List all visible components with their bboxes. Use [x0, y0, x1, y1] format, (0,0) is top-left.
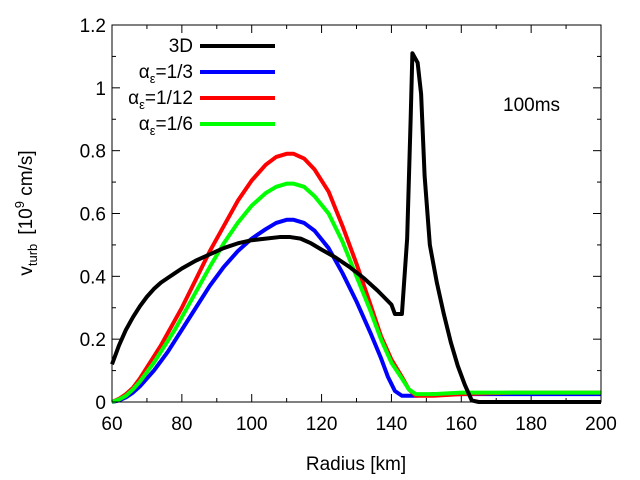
- y-tick-label-0-6: 0.6: [80, 205, 106, 226]
- legend-label-alpha-1-3-alpha: α: [139, 62, 150, 83]
- series-layer: [110, 51, 601, 404]
- y-tick-label-0-4: 0.4: [80, 267, 107, 288]
- y-axis-title: vturb [109 cm/s]: [12, 150, 40, 275]
- x-tick-label-120: 120: [306, 414, 338, 435]
- legend-label-alpha-1-6-rest: =1/6: [155, 114, 193, 135]
- legend-label-alpha-1-3-rest: =1/3: [155, 62, 193, 83]
- y-tick-label-0-2: 0.2: [80, 330, 106, 351]
- x-tick-label-80: 80: [171, 414, 192, 435]
- x-axis-title: Radius [km]: [306, 454, 406, 475]
- y-axis-title-sub: turb: [25, 244, 40, 266]
- legend-label-alpha-1-12: αε=1/12: [128, 88, 193, 112]
- y-axis-title-base: v: [16, 266, 37, 276]
- legend-label-alpha-1-12-rest: =1/12: [145, 88, 193, 109]
- x-tick-label-100: 100: [236, 414, 268, 435]
- series-line-alpha-1-3: [111, 217, 601, 404]
- y-tick-label-0-8: 0.8: [80, 142, 106, 163]
- x-tick-label-200: 200: [585, 414, 617, 435]
- y-tick-label-1: 1: [95, 79, 106, 100]
- legend-label-alpha-1-3-sub: ε: [150, 71, 156, 86]
- ticks-layer: 60 80 100 120 140 160 180 200 0 0.2 0.4 0.6 0.8 1 1.2: [80, 16, 617, 435]
- y-tick-label-1-2: 1.2: [80, 16, 106, 37]
- x-tick-label-180: 180: [515, 414, 547, 435]
- y-axis-title-unit-post: cm/s]: [16, 150, 37, 201]
- x-tick-label-160: 160: [445, 414, 477, 435]
- legend-label-alpha-1-3: αε=1/3: [139, 62, 193, 86]
- y-axis-title-unit-sup: 9: [12, 201, 27, 208]
- plot-frame: [111, 24, 602, 403]
- legend-label-3d-text: 3D: [169, 36, 193, 57]
- legend-label-alpha-1-6-sub: ε: [150, 123, 156, 138]
- legend-label-alpha-1-12-sub: ε: [139, 97, 145, 112]
- legend-label-3d: 3D: [169, 36, 193, 57]
- legend-label-alpha-1-6: αε=1/6: [139, 114, 193, 138]
- x-tick-label-140: 140: [376, 414, 408, 435]
- y-tick-label-0: 0: [95, 393, 106, 414]
- legend-label-alpha-1-12-alpha: α: [128, 88, 139, 109]
- x-tick-label-60: 60: [101, 414, 122, 435]
- annotation-100ms: 100ms: [503, 95, 560, 116]
- legend-label-alpha-1-6-alpha: α: [139, 114, 150, 135]
- series-line-alpha-1-6: [111, 181, 601, 404]
- legend: 3D αε=1/3 αε=1/12 αε=1/6: [128, 36, 275, 138]
- series-line-3d: [110, 51, 601, 404]
- y-axis-title-unit-pre: [10: [16, 208, 37, 234]
